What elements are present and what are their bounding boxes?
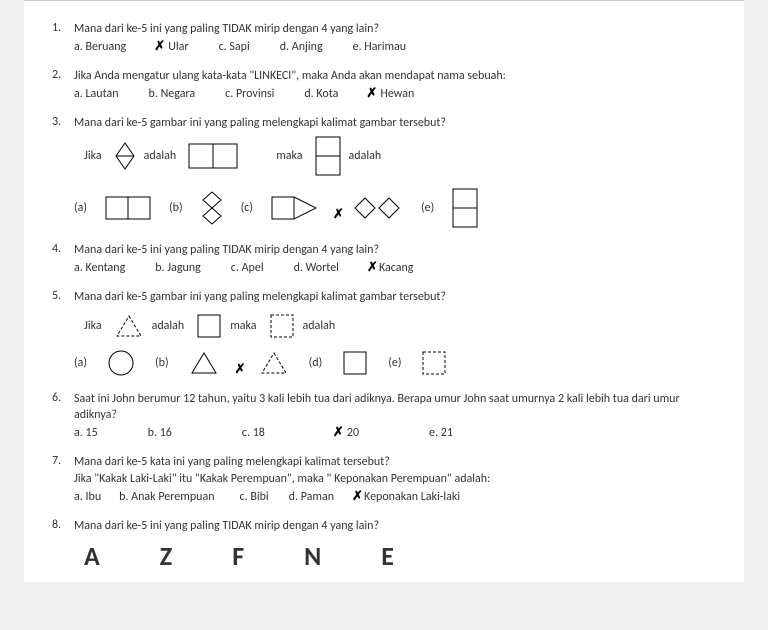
q4-text: Mana dari ke-5 ini yang paling TIDAK mir… (74, 242, 714, 258)
question-5: 5. Mana dari ke-5 gambar ini yang paling… (74, 289, 714, 377)
q8-number: 8. (52, 518, 61, 532)
worksheet-page: 1. Mana dari ke-5 ini yang paling TIDAK … (24, 0, 744, 582)
x-mark-icon: ✗ (154, 39, 165, 54)
x-mark-icon: ✗ (366, 86, 377, 101)
q2-opt-e: ✗Hewan (368, 87, 414, 101)
q3-opt-c-label: (c) (241, 201, 253, 215)
q5-options-row: (a) (b) ✗ (d) (e) (74, 349, 714, 377)
q1-opt-b: ✗Ular (156, 40, 188, 54)
question-7: 7. Mana dari ke-5 kata ini yang paling m… (74, 454, 714, 503)
q4-number: 4. (52, 242, 61, 256)
question-3: 3. Mana dari ke-5 gambar ini yang paling… (74, 115, 714, 227)
q3-opt-b-label: (b) (169, 201, 183, 215)
q1-opt-d: d. Anjing (280, 40, 323, 54)
q5-text: Mana dari ke-5 gambar ini yang paling me… (74, 289, 714, 305)
q8-letters: A Z F N E (74, 540, 714, 572)
triangle-icon (189, 350, 219, 376)
q1-text: Mana dari ke-5 ini yang paling TIDAK mir… (74, 21, 714, 37)
q6-number: 6. (52, 391, 61, 405)
x-mark-icon: ✗ (333, 207, 344, 222)
q7-text: Mana dari ke-5 kata ini yang paling mele… (74, 454, 714, 470)
q3-number: 3. (52, 115, 61, 129)
q8-A: A (84, 540, 100, 572)
q5-number: 5. (52, 289, 61, 303)
q6-opt-b: b. 16 (148, 426, 172, 440)
question-1: 1. Mana dari ke-5 ini yang paling TIDAK … (74, 21, 714, 54)
q5-opt-d-label: (d) (309, 356, 323, 370)
q8-text: Mana dari ke-5 ini yang paling TIDAK mir… (74, 518, 714, 534)
q3-opt-a-label: (a) (74, 201, 87, 215)
q1-opt-a: a. Beruang (74, 40, 126, 54)
double-square-icon (188, 143, 238, 169)
q5-opt-e-label: (e) (388, 356, 401, 370)
q2-opt-b: b. Negara (149, 87, 196, 101)
q2-text: Jika Anda mengatur ulang kata-kata "LINK… (74, 68, 714, 84)
diamond-icon (114, 141, 136, 171)
q2-opt-a: a. Lautan (74, 87, 119, 101)
q2-opt-d: d. Kota (304, 87, 338, 101)
q6-opt-c: c. 18 (242, 426, 265, 440)
q4-opt-a: a. Kentang (74, 261, 125, 275)
q7-text2: Jika "Kakak Laki-Laki" itu "Kakak Peremp… (74, 471, 714, 487)
dashed-triangle-icon (114, 313, 144, 339)
q8-F: F (232, 540, 244, 572)
q1-opt-e: e. Harimau (353, 40, 407, 54)
double-diamond-h-icon (353, 196, 403, 220)
x-mark-icon: ✗ (333, 425, 344, 440)
q6-options: a. 15 b. 16 c. 18 ✗20 e. 21 (74, 426, 714, 440)
q6-opt-e: e. 21 (429, 426, 453, 440)
dashed-triangle-icon (259, 350, 289, 376)
q7-opt-b: b. Anak Perempuan (119, 490, 214, 504)
q1-opt-c: c. Sapi (219, 40, 250, 54)
dashed-square-icon (421, 350, 447, 376)
question-6: 6. Saat ini John berumur 12 tahun, yaitu… (74, 391, 714, 440)
q6-text: Saat ini John berumur 12 tahun, yaitu 3 … (74, 391, 714, 423)
q7-number: 7. (52, 454, 61, 468)
x-mark-icon: ✗ (367, 260, 378, 275)
q2-opt-c: c. Provinsi (225, 87, 274, 101)
q7-opt-c: c. Bibi (240, 490, 269, 504)
question-4: 4. Mana dari ke-5 ini yang paling TIDAK … (74, 242, 714, 275)
question-8: 8. Mana dari ke-5 ini yang paling TIDAK … (74, 518, 714, 572)
q7-opt-d: d. Paman (289, 490, 334, 504)
question-2: 2. Jika Anda mengatur ulang kata-kata "L… (74, 68, 714, 101)
q7-opt-e: ✗Keponakan Laki-laki (354, 490, 460, 504)
q4-opt-e: ✗Kacang (369, 261, 413, 275)
q2-options: a. Lautan b. Negara c. Provinsi d. Kota … (74, 87, 714, 101)
q4-opt-d: d. Wortel (294, 261, 339, 275)
q1-options: a. Beruang ✗Ular c. Sapi d. Anjing e. Ha… (74, 40, 714, 54)
q7-options: a. Ibu b. Anak Perempuan c. Bibi d. Pama… (74, 490, 714, 504)
q3-stem-row: Jika adalah maka adalah (84, 136, 714, 176)
x-mark-icon: ✗ (352, 489, 363, 504)
q7-opt-a: a. Ibu (74, 490, 101, 504)
dashed-square-icon (269, 313, 295, 339)
q6-opt-a: a. 15 (74, 426, 98, 440)
q5-stem-row: Jika adalah maka adalah (84, 313, 714, 339)
q5-opt-b-label: (b) (155, 356, 169, 370)
q3-opt-e-label: (e) (421, 201, 434, 215)
q2-number: 2. (52, 68, 61, 82)
double-diamond-icon (201, 191, 223, 225)
q4-options: a. Kentang b. Jagung c. Apel d. Wortel ✗… (74, 261, 714, 275)
q3-options-row: (a) (b) (c) ✗ (e) (74, 188, 714, 228)
double-square-icon (105, 196, 151, 220)
x-mark-icon: ✗ (235, 362, 246, 377)
q4-opt-b: b. Jagung (155, 261, 201, 275)
q8-E: E (381, 540, 394, 572)
square-icon (342, 350, 368, 376)
circle-icon (107, 349, 135, 377)
q8-N: N (304, 540, 321, 572)
stacked-square-icon (452, 188, 478, 228)
q1-number: 1. (52, 21, 61, 35)
q3-text: Mana dari ke-5 gambar ini yang paling me… (74, 115, 714, 131)
square-triangle-icon (271, 196, 317, 220)
q5-opt-a-label: (a) (74, 356, 87, 370)
square-icon (196, 313, 222, 339)
stacked-square-icon (315, 136, 341, 176)
q4-opt-c: c. Apel (231, 261, 264, 275)
q8-Z: Z (160, 540, 172, 572)
q6-opt-d: ✗20 (335, 426, 359, 440)
